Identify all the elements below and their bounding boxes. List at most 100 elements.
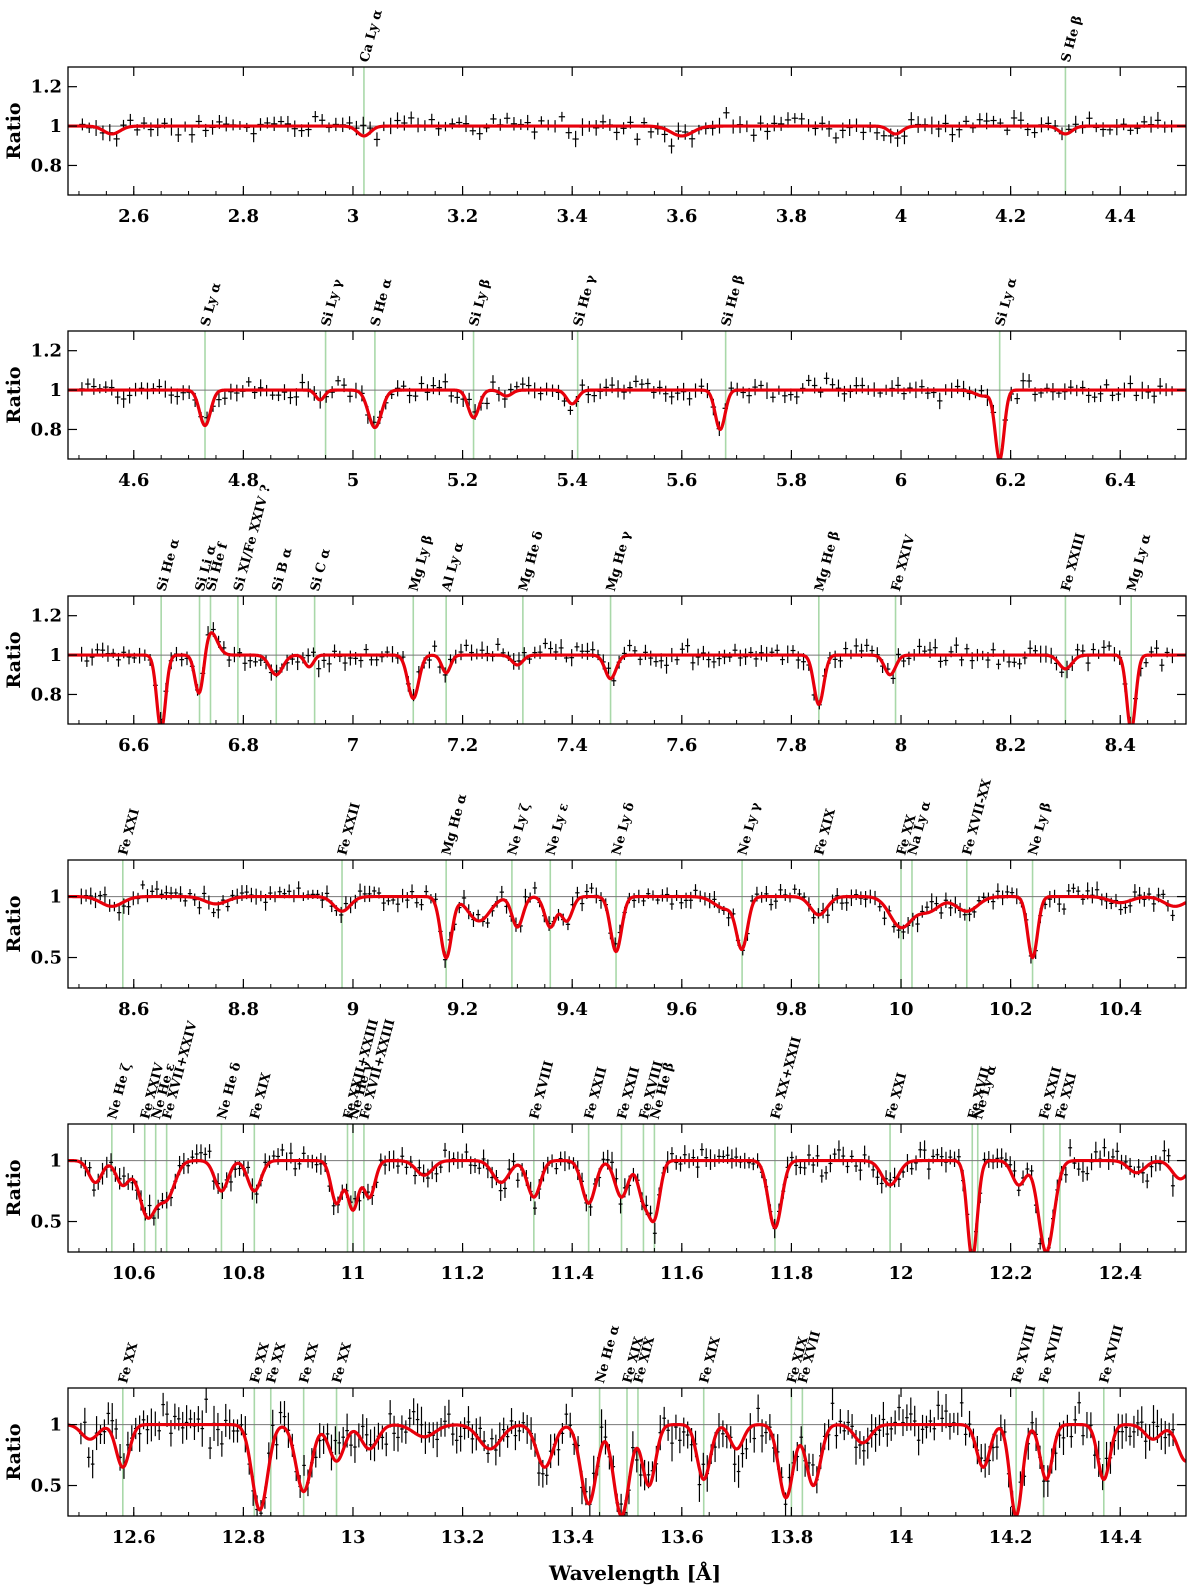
x-tick-label: 11: [340, 1263, 365, 1284]
line-id-label: Ne Ly γ: [735, 801, 764, 857]
line-id-label: S He β: [1059, 14, 1086, 64]
line-id-label: Si XI/Fe XXIV ?: [231, 483, 274, 593]
data-points: [79, 106, 1175, 154]
x-axis-label: Wavelength [Å]: [548, 1561, 721, 1585]
line-id-label: Fe XIX: [248, 1070, 275, 1121]
line-id-label: Si B α: [270, 546, 296, 593]
line-id-label: Fe XXI: [116, 807, 143, 857]
line-id-label: Mg He γ: [604, 529, 635, 593]
x-tick-label: 5.4: [557, 470, 588, 491]
x-tick-label: 8.6: [118, 999, 149, 1020]
line-id-label: Fe XX: [330, 1340, 355, 1385]
x-tick-label: 3.2: [447, 206, 478, 227]
line-id-label: Si C α: [308, 547, 334, 593]
x-tick-label: 10: [888, 999, 913, 1020]
x-tick-label: 6.6: [118, 735, 149, 756]
y-axis-label: Ratio: [3, 895, 25, 952]
y-tick-label: 1: [49, 116, 62, 137]
x-tick-label: 3: [347, 206, 360, 227]
x-tick-label: 13.2: [441, 1527, 485, 1548]
x-tick-label: 12.2: [989, 1263, 1033, 1284]
line-id-label: Mg He α: [440, 792, 471, 857]
x-tick-label: 14.2: [989, 1527, 1033, 1548]
line-id-label: Fe XVIII: [1009, 1323, 1039, 1385]
line-id-label: Si Ly α: [993, 276, 1020, 328]
y-tick-label: 0.5: [31, 1212, 62, 1233]
line-id-label: Fe XXIV: [889, 533, 919, 593]
line-id-label: Fe XIX: [812, 806, 839, 857]
line-id-label: Fe XVIII: [1097, 1323, 1127, 1385]
line-id-label: Ne He ζ: [105, 1061, 134, 1121]
panel-frame: [67, 330, 1187, 460]
y-tick-label: 1.2: [31, 341, 62, 362]
y-tick-label: 0.8: [31, 155, 62, 176]
x-tick-label: 10.8: [221, 1263, 265, 1284]
line-id-label: Fe XXIII: [1059, 531, 1089, 593]
line-id-label: Mg Ly β: [407, 534, 436, 593]
x-tick-label: 6: [895, 470, 908, 491]
x-tick-label: 4.8: [228, 470, 259, 491]
x-tick-label: 11.6: [660, 1263, 704, 1284]
line-id-label: Si Ly γ: [319, 277, 346, 328]
x-tick-label: 3.6: [666, 206, 697, 227]
x-tick-label: 3.8: [776, 206, 807, 227]
x-tick-label: 13: [340, 1527, 365, 1548]
y-tick-label: 0.8: [31, 419, 62, 440]
model-curve: [68, 124, 1186, 138]
line-id-label: Ne Ly ζ: [505, 802, 533, 857]
model-curve: [68, 894, 1186, 960]
model-curve: [68, 1422, 1186, 1516]
x-tick-label: 7: [347, 735, 360, 756]
y-tick-label: 0.8: [31, 684, 62, 705]
x-tick-label: 2.8: [228, 206, 259, 227]
line-id-label: Fe XVIII: [527, 1059, 557, 1121]
y-axis-label: Ratio: [3, 1423, 25, 1480]
x-tick-label: 7.6: [666, 735, 697, 756]
model-curve: [68, 631, 1186, 724]
y-tick-label: 1: [49, 380, 62, 401]
line-id-label: Si Ly β: [467, 278, 494, 328]
x-tick-label: 9.4: [557, 999, 588, 1020]
line-id-label: Si He β: [719, 273, 747, 328]
line-id-label: Ne Ly β: [1026, 801, 1054, 857]
y-tick-label: 1: [49, 1415, 62, 1436]
x-tick-label: 3.4: [557, 206, 588, 227]
x-tick-label: 6.2: [995, 470, 1026, 491]
x-tick-label: 13.4: [550, 1527, 594, 1548]
line-id-label: Ne Ly ε: [544, 802, 572, 857]
x-tick-label: 12.4: [1098, 1263, 1142, 1284]
panel-4: Fe XXI Fe XXII Mg He α Ne Ly ζ Ne Ly ε Ne Ly …: [3, 777, 1187, 1020]
y-tick-label: 1: [49, 887, 62, 908]
y-axis-label: Ratio: [3, 102, 25, 159]
x-tick-label: 5.2: [447, 470, 478, 491]
line-id-label: Fe XX: [297, 1340, 322, 1385]
x-tick-label: 4.4: [1105, 206, 1136, 227]
y-tick-label: 1.2: [31, 77, 62, 98]
data-points: [79, 880, 1175, 968]
y-tick-label: 1: [49, 645, 62, 666]
panel-2: S Ly α Si Ly γ S He α Si Ly β Si He γ Si He β…: [3, 273, 1187, 491]
x-tick-label: 11.4: [550, 1263, 594, 1284]
x-tick-label: 11.8: [769, 1263, 813, 1284]
x-tick-label: 14.4: [1098, 1527, 1142, 1548]
x-tick-label: 6.4: [1105, 470, 1136, 491]
x-tick-label: 11.2: [441, 1263, 485, 1284]
line-id-label: Fe XVII-XX: [960, 777, 995, 857]
y-axis-label: Ratio: [3, 631, 25, 688]
x-tick-label: 4.6: [118, 470, 149, 491]
line-id-label: Fe XX+XXII: [768, 1035, 804, 1121]
y-tick-label: 0.5: [31, 948, 62, 969]
x-tick-label: 12.6: [112, 1527, 156, 1548]
line-id-label: Mg He β: [812, 530, 842, 593]
line-id-label: Ne Ly δ: [609, 801, 638, 857]
x-tick-label: 10.6: [112, 1263, 156, 1284]
panel-frame: [67, 595, 1187, 725]
y-tick-label: 1: [49, 1151, 62, 1172]
x-tick-label: 5.6: [666, 470, 697, 491]
line-id-label: Fe XXII: [335, 801, 363, 857]
x-tick-label: 7.8: [776, 735, 807, 756]
x-tick-label: 5: [347, 470, 360, 491]
x-tick-label: 7.2: [447, 735, 478, 756]
x-tick-label: 10.4: [1098, 999, 1142, 1020]
